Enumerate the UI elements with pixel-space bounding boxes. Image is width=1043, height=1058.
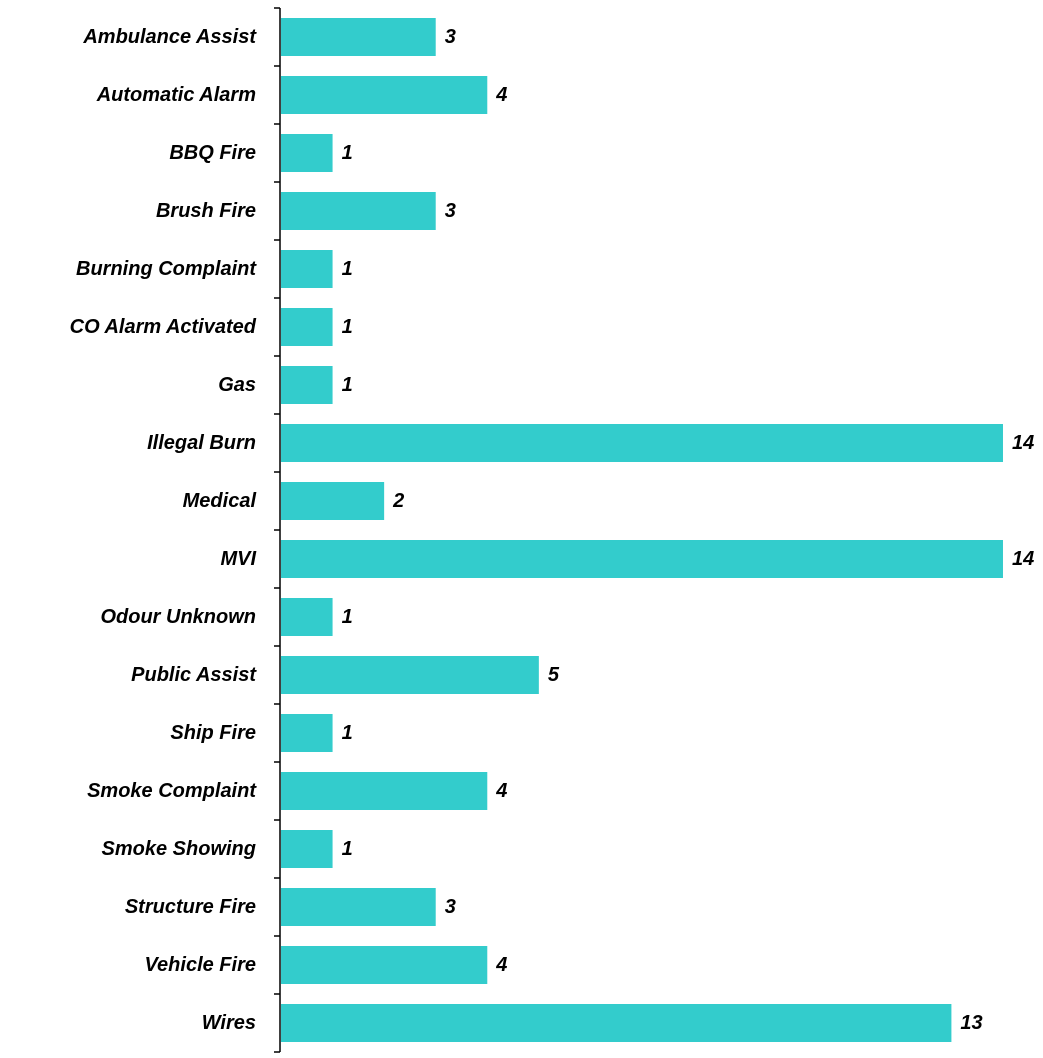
data-label: 3 [445, 896, 456, 918]
data-label: 4 [495, 84, 507, 106]
data-label: 14 [1012, 432, 1034, 454]
category-label: Automatic Alarm [96, 84, 256, 106]
data-label: 2 [392, 490, 404, 512]
data-label: 1 [342, 316, 353, 338]
bar [281, 308, 333, 346]
data-label: 14 [1012, 548, 1034, 570]
data-label: 1 [342, 722, 353, 744]
bar [281, 772, 488, 810]
category-label: Burning Complaint [76, 258, 257, 280]
category-label: Smoke Showing [102, 838, 256, 860]
bar [281, 946, 488, 984]
category-label: MVI [220, 548, 256, 570]
bar [281, 250, 333, 288]
data-label: 1 [342, 374, 353, 396]
category-label: Ship Fire [170, 722, 256, 744]
category-label: Gas [218, 374, 256, 396]
bar [281, 656, 539, 694]
bar [281, 424, 1003, 462]
data-label: 1 [342, 606, 353, 628]
category-label: Medical [183, 490, 257, 512]
y-axis-ticks [274, 7, 280, 1053]
data-label: 5 [548, 664, 560, 686]
data-label: 4 [495, 954, 507, 976]
data-label: 3 [445, 26, 456, 48]
category-label: Structure Fire [125, 896, 256, 918]
data-label: 13 [960, 1012, 982, 1034]
category-label: Illegal Burn [147, 432, 256, 454]
bar [281, 540, 1003, 578]
category-label: Vehicle Fire [144, 954, 256, 976]
category-label: Public Assist [131, 664, 257, 686]
data-label: 1 [342, 258, 353, 280]
data-label: 3 [445, 200, 456, 222]
bar [281, 482, 385, 520]
bar [281, 134, 333, 172]
bar [281, 830, 333, 868]
bar [281, 714, 333, 752]
bar [281, 598, 333, 636]
bar [281, 366, 333, 404]
bar [281, 18, 436, 56]
category-label: Wires [202, 1012, 256, 1034]
bars [281, 18, 1003, 1042]
data-label: 1 [342, 142, 353, 164]
bar [281, 76, 488, 114]
category-label: CO Alarm Activated [70, 316, 257, 338]
category-labels: Ambulance Assist Automatic Alarm BBQ Fire B… [70, 26, 258, 1034]
category-label: Ambulance Assist [82, 26, 257, 48]
data-label: 1 [342, 838, 353, 860]
data-label: 4 [495, 780, 507, 802]
category-label: BBQ Fire [169, 142, 256, 164]
bar [281, 888, 436, 926]
category-label: Smoke Complaint [87, 780, 257, 802]
bar [281, 1004, 952, 1042]
bar [281, 192, 436, 230]
category-label: Odour Unknown [100, 606, 256, 628]
category-label: Brush Fire [156, 200, 256, 222]
